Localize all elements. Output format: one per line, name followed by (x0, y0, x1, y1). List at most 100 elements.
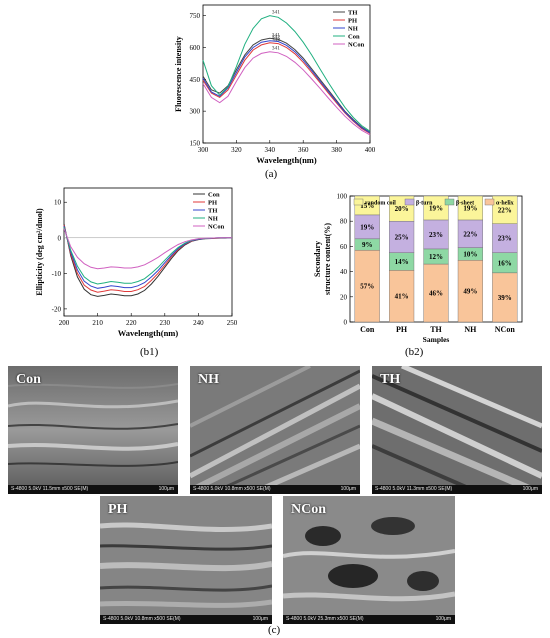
legend-label: NCon (208, 224, 225, 231)
y-tick-label: 40 (340, 268, 348, 276)
x-tick-label: 300 (198, 146, 209, 154)
legend-swatch (444, 198, 455, 206)
data-label: 49% (463, 288, 477, 296)
y-tick-label: 60 (340, 243, 348, 251)
panel-label-b2: (b2) (405, 346, 424, 358)
x-tick-label: 380 (331, 146, 342, 154)
sem-image-th: TH S-4800 5.0kV 11.3mm x500 SE(M) 100μm (372, 366, 542, 494)
series-line-con (63, 223, 233, 297)
sem-info-bar: S-4800 5.0kV 11.5mm x500 SE(M) (8, 485, 178, 494)
y-tick-label: 0 (344, 319, 348, 327)
x-tick-label: 360 (298, 146, 309, 154)
data-label: 12% (429, 253, 443, 261)
y-tick-label: 750 (190, 12, 201, 20)
legend-swatch (353, 198, 364, 206)
x-axis-label: Samples (423, 335, 450, 344)
legend-label: α-helix (496, 201, 514, 207)
data-label: 25% (395, 233, 409, 241)
sem-scale: 100μm (435, 616, 451, 622)
y-tick-label: 150 (190, 140, 201, 148)
legend-label: random coil (365, 201, 396, 207)
x-tick-label: PH (396, 325, 408, 334)
bar-segment (492, 195, 518, 224)
data-label: 16% (498, 259, 512, 267)
sem-texture (100, 496, 272, 624)
chart-b1: 200 210 220 230 240 250 -20 -10 0 10 Wavelength(nm… (35, 187, 238, 338)
y-tick-label: 450 (190, 76, 201, 84)
sem-scale: 100μm (158, 486, 174, 492)
series-line-nh (63, 226, 232, 285)
data-label: 22% (463, 230, 477, 238)
sem-texture (283, 496, 455, 624)
data-label: 15% (360, 202, 374, 210)
y-tick-label: 300 (190, 108, 201, 116)
data-label: 20% (395, 205, 409, 213)
x-tick-label: 340 (265, 146, 276, 154)
sem-scale: 100μm (522, 486, 538, 492)
data-label: 23% (429, 231, 443, 239)
chart-a: 300 320 340 360 380 4001503004506007503413423… (174, 4, 376, 165)
chart-b2: 0 20 40 60 80 100 57% 9% 19% 15% Con 41% 14% 25% 20% PH… (313, 193, 523, 344)
series-line-con (202, 15, 371, 132)
sem-info-bar: S-4800 5.0kV 25.3mm x500 SE(M) (283, 615, 455, 624)
sem-label: PH (108, 502, 128, 517)
x-tick-label: 210 (92, 319, 103, 327)
y-tick-label: 20 (340, 293, 348, 301)
series-line-ncon (63, 228, 232, 270)
data-label: 9% (362, 241, 373, 249)
legend-label: TH (208, 208, 217, 215)
bar-segment (423, 263, 449, 323)
x-tick-label: Con (360, 325, 375, 334)
sem-image-ph: PH S-4800 5.0kV 10.8mm x500 SE(M) 100μm (100, 496, 272, 624)
bar-segment (457, 195, 483, 221)
peak-label: 341 (272, 32, 281, 38)
legend-swatch (404, 198, 415, 206)
x-axis-label: Wavelength(nm) (118, 328, 179, 338)
series-line-ncon (202, 51, 371, 136)
series-line-ph (63, 224, 232, 293)
legend-label: β-sheet (456, 201, 474, 207)
sem-texture (190, 366, 360, 494)
plot-frame (63, 187, 233, 317)
sem-image-con: Con S-4800 5.0kV 11.5mm x500 SE(M) 100μm (8, 366, 178, 494)
data-label: 57% (360, 283, 374, 291)
legend-label: Con (348, 34, 360, 41)
y-axis-label: Ellipticity (deg cm²/dmol) (35, 208, 44, 296)
series-line-th (63, 225, 232, 289)
x-tick-label: TH (430, 325, 442, 334)
peak-label: 341 (272, 46, 281, 52)
series-line-nh (202, 40, 371, 134)
x-tick-label: 200 (59, 319, 70, 327)
data-label: 39% (498, 294, 512, 302)
x-tick-label: 240 (193, 319, 204, 327)
sem-info-bar: S-4800 5.0kV 11.3mm x500 SE(M) (372, 485, 542, 494)
bar-segment (457, 260, 483, 323)
y-tick-label: 80 (340, 218, 348, 226)
sem-label: NCon (291, 502, 327, 517)
bar-segment (389, 270, 415, 323)
data-label: 14% (395, 258, 409, 266)
x-tick-label: NCon (495, 325, 516, 334)
data-label: 19% (429, 204, 443, 212)
sem-image-nh: NH S-4800 5.0kV 10.8mm x500 SE(M) 100μm (190, 366, 360, 494)
sem-info-bar: S-4800 5.0kV 10.8mm x500 SE(M) (100, 615, 272, 624)
sem-label: TH (380, 372, 401, 387)
data-label: 46% (429, 290, 443, 298)
data-label: 19% (463, 204, 477, 212)
sem-texture (372, 366, 542, 494)
bar-segment (457, 219, 483, 248)
legend-label: TH (348, 10, 357, 17)
x-tick-label: 400 (365, 146, 376, 154)
sem-label: NH (198, 372, 219, 387)
y-tick-label: -10 (52, 270, 62, 278)
data-label: 22% (498, 206, 512, 214)
y-axis-label: Fluorescence intensity (174, 36, 183, 112)
y-tick-label: 600 (190, 44, 201, 52)
y-axis-label: Secondary (313, 241, 322, 277)
x-tick-label: 320 (231, 146, 242, 154)
legend-label: NH (208, 216, 218, 223)
bar-segment (389, 221, 415, 253)
panel-label-a: (a) (265, 168, 278, 180)
legend-label: NCon (348, 42, 365, 49)
data-label: 10% (463, 250, 477, 258)
